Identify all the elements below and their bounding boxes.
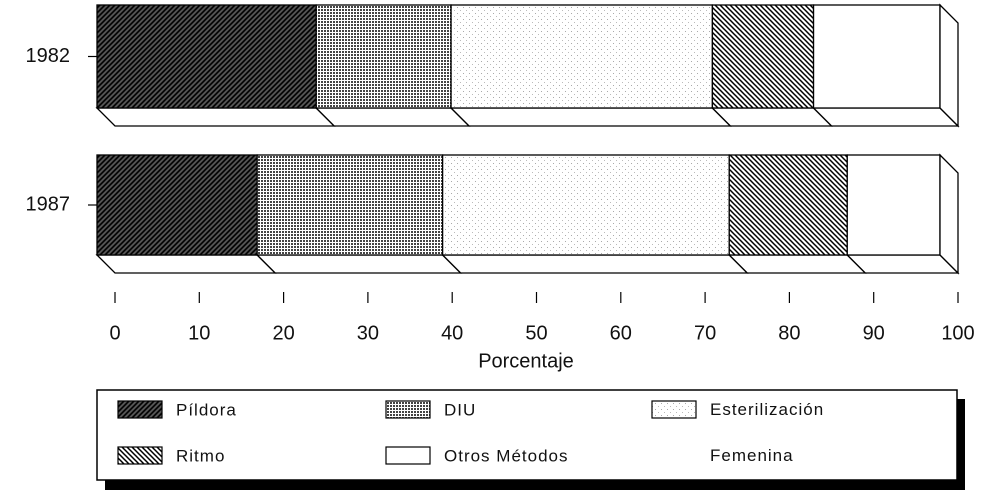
legend-label: Píldora	[176, 400, 237, 419]
legend-swatch	[117, 446, 163, 465]
bar	[728, 154, 848, 256]
y-tick-label: 1987	[26, 193, 71, 215]
bar	[711, 4, 815, 109]
legend-label: Otros Métodos	[444, 446, 569, 465]
x-tick-label: 50	[525, 322, 547, 344]
x-tick-label: 60	[610, 322, 632, 344]
x-tick-label: 80	[778, 322, 800, 344]
bar	[315, 4, 452, 109]
bar-bottom	[441, 254, 749, 274]
bar	[96, 154, 258, 256]
bar	[450, 4, 714, 109]
bar-bottom	[314, 107, 471, 127]
legend-label: Ritmo	[176, 446, 225, 465]
legend-swatch	[117, 400, 163, 419]
bar-bottom	[95, 107, 336, 127]
bar-bottom	[95, 254, 277, 274]
bar	[96, 4, 317, 109]
bar-bottom	[710, 107, 834, 127]
legend-box	[96, 389, 958, 481]
x-tick-label: 100	[941, 322, 974, 344]
legend-swatch	[385, 446, 431, 465]
bar	[812, 4, 941, 109]
bar-bottom	[727, 254, 867, 274]
x-tick-label: 70	[694, 322, 716, 344]
legend-swatch	[385, 400, 431, 419]
bar	[256, 154, 444, 256]
x-tick-label: 30	[357, 322, 379, 344]
x-tick-label: 0	[109, 322, 120, 344]
x-tick-label: 40	[441, 322, 463, 344]
x-tick-label: 10	[188, 322, 210, 344]
legend-label: Esterilización Femenina	[710, 400, 830, 465]
bar-end	[939, 153, 959, 275]
bar-end	[939, 3, 959, 128]
y-tick-label: 1982	[26, 45, 71, 67]
bar	[846, 154, 941, 256]
bar-bottom	[811, 107, 960, 127]
bar-bottom	[255, 254, 463, 274]
legend-swatch	[651, 400, 697, 419]
bar-bottom	[449, 107, 732, 127]
legend-label: DIU	[444, 400, 476, 419]
x-tick-label: 90	[863, 322, 885, 344]
bar	[441, 154, 730, 256]
bar-bottom	[845, 254, 960, 274]
x-tick-label: 20	[272, 322, 294, 344]
x-axis-label: Porcentaje	[478, 350, 574, 372]
